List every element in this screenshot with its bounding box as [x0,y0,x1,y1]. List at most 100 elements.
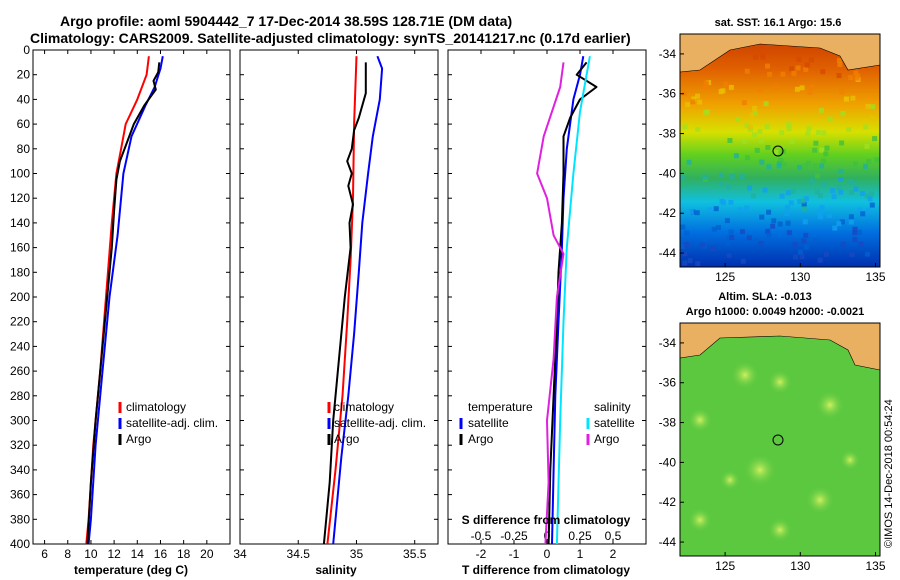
salinity-panel: 34 34.5 35 35.5 salinity climatology satell… [233,49,439,577]
sst-pixel [726,253,732,258]
sst-pixel [773,85,779,91]
map-y-tick-label: -36 [659,376,677,390]
x-tick-label: 34.5 [287,547,311,561]
sla-anomaly-blob [806,486,834,514]
sst-pixel [786,126,792,132]
sst-pixel [785,190,791,196]
sst-pixel [853,186,859,192]
sst-pixel [728,199,734,205]
sla-anomaly-blob [768,370,792,394]
s-tick-label: 0 [544,529,551,543]
sst-pixel [820,69,826,75]
sst-pixel [819,147,825,153]
temperature-panel: 0 20 40 60 80 100 120 140 160 180 200 220 240 260 280 3… [10,43,231,577]
sla-argo-position-marker [772,434,784,446]
sst-pixel [794,86,800,92]
sst-pixel [690,99,696,105]
sst-pixel [803,196,809,202]
sst-pixel [809,84,815,90]
x-tick-label: 35.5 [403,547,427,561]
sst-pixel [837,62,843,67]
sst-pixel [849,252,855,258]
sst-pixel [867,196,873,202]
sst-pixel [840,241,846,247]
sst-pixel [741,100,747,106]
sst-pixel [797,199,803,205]
sst-pixel [685,102,691,108]
sst-pixel [710,246,716,252]
sst-pixel [802,219,808,225]
sst-pixel [780,71,786,77]
sst-pixel [819,163,825,169]
series-line-t-argo [547,61,598,544]
sst-pixel [687,258,693,264]
sst-pixel [836,57,842,63]
sst-pixel [753,54,759,60]
sst-pixel [749,112,755,118]
sst-pixel [857,207,862,213]
title-line2: Climatology: CARS2009. Satellite-adjuste… [30,30,631,46]
sst-pixel [766,164,772,170]
sst-pixel [806,160,812,166]
sst-pixel [760,54,766,60]
sla-map-frame [679,322,881,557]
sst-pixel [801,238,807,244]
sst-pixel [760,52,766,58]
depth-axis-ticks: 0 20 40 60 80 100 120 140 160 180 200 220 240 260 280 3… [10,43,230,551]
sst-pixel [766,232,772,238]
sst-pixel [799,85,805,91]
sst-pixel [695,93,700,99]
sst-pixel [729,167,734,173]
sst-pixel [815,130,821,135]
sst-pixel [849,190,855,195]
sst-pixel [801,206,807,212]
series-line-satellite-adj-clim- [87,56,164,544]
sla-anomaly-blob [688,408,712,432]
sst-pixel [725,240,731,246]
x-tick-label: 14 [131,547,145,561]
sst-pixel [860,211,866,217]
sst-pixel [767,71,773,77]
sst-pixel [804,244,810,250]
salinity-axis-ticks: 34 34.5 35 35.5 [233,50,427,561]
sst-pixel [864,143,870,149]
sst-pixel [803,232,809,238]
sst-argo-position-marker [772,145,784,157]
legend-s-satellite: satellite [594,416,635,430]
sst-pixel [827,212,832,218]
sst-pixel [682,251,688,257]
sst-pixel [874,157,880,163]
series-line-climatology [326,56,358,544]
sst-pixel [786,122,792,128]
map-y-tick-label: -34 [659,336,677,350]
sst-pixel [821,158,827,164]
temperature-axis-ticks: 6 8 10 12 14 16 18 20 [41,50,214,561]
sst-pixel [869,202,875,208]
sst-pixel [863,164,868,170]
sst-pixel [771,218,777,224]
sst-pixel [824,145,830,151]
map-x-tick-label: 135 [865,559,885,573]
sst-pixel [817,257,823,263]
sst-pixel [716,225,721,230]
sst-pixel [804,62,810,68]
sst-pixel [870,115,876,121]
sst-pixel [752,237,758,243]
sla-map-texture [688,361,860,542]
map-x-tick-label: 130 [790,270,810,284]
sst-map-panel: sat. SST: 16.1 Argo: 15.6 125 130 135 -34 -3… [659,17,886,284]
sst-pixel [839,140,845,146]
sst-pixel [812,163,818,169]
legend-argo: Argo [126,432,152,446]
difference-lines [536,56,598,544]
sst-pixel [684,242,689,248]
temperature-lines [85,56,164,544]
series-line-argo [322,62,367,544]
x-tick-label: 12 [107,547,121,561]
sst-pixel [813,140,819,146]
sst-pixel [777,221,783,227]
sst-pixel [796,56,802,62]
depth-tick-label: 100 [10,167,30,181]
sst-pixel [744,205,750,211]
